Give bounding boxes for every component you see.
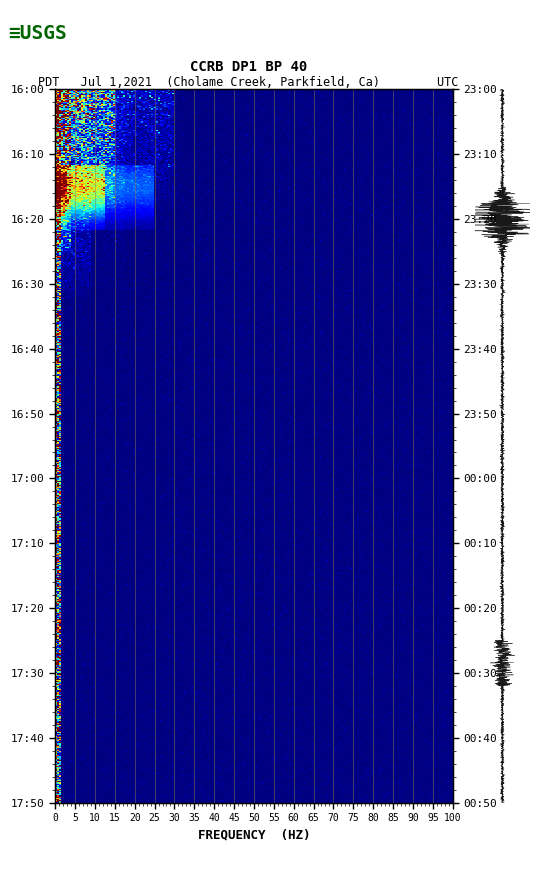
Text: CCRB DP1 BP 40: CCRB DP1 BP 40 [190, 60, 307, 74]
X-axis label: FREQUENCY  (HZ): FREQUENCY (HZ) [198, 829, 310, 842]
Text: ≡USGS: ≡USGS [8, 24, 67, 43]
Text: PDT   Jul 1,2021  (Cholame Creek, Parkfield, Ca)        UTC: PDT Jul 1,2021 (Cholame Creek, Parkfield… [38, 76, 459, 88]
